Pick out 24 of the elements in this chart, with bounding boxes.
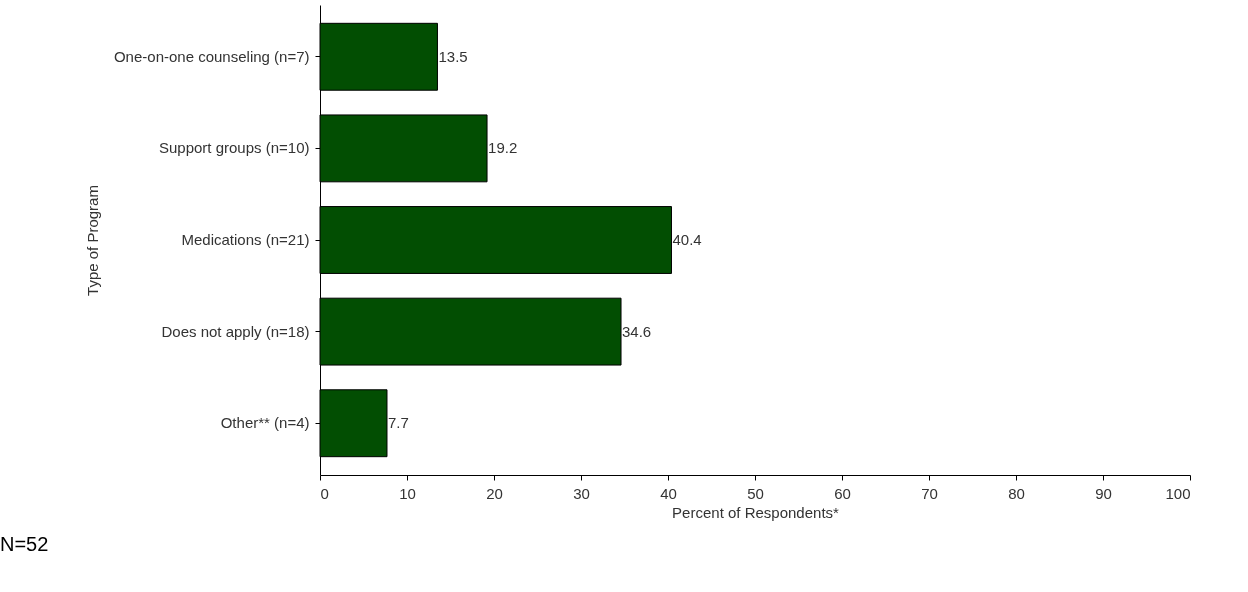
text: N=52: [0, 533, 49, 555]
y-axis-title: Type of Program: [83, 185, 101, 296]
y-tick-label: One-on-one counseling (n=7): [113, 47, 310, 65]
data-label: 34.6: [622, 322, 652, 340]
data-label: 19.2: [488, 139, 518, 157]
x-tick-label: 90: [1095, 484, 1112, 502]
data-label: 13.5: [438, 47, 468, 65]
x-axis-title: Percent of Respondents*: [672, 503, 840, 521]
x-tick-label: 70: [921, 484, 938, 502]
x-tick-label: 40: [660, 484, 677, 502]
data-label: 40.4: [672, 231, 702, 248]
y-tick-label: Other** (n=4): [220, 414, 310, 432]
x-tick-label: 100: [1165, 484, 1191, 502]
x-tick-label: 60: [834, 484, 851, 502]
x-tick-label: 30: [573, 484, 590, 502]
x-tick-label: 20: [486, 484, 503, 502]
y-tick-label: Support groups (n=10): [158, 139, 310, 157]
x-tick-label: 0: [320, 484, 329, 502]
x-tick-label: 50: [747, 484, 764, 502]
y-tick-label: Medications (n=21): [181, 231, 310, 248]
data-label: 7.7: [387, 414, 409, 432]
y-tick-label: Does not apply (n=18): [161, 322, 310, 340]
x-tick-label: 80: [1008, 484, 1025, 502]
x-tick-label: 10: [399, 484, 416, 502]
